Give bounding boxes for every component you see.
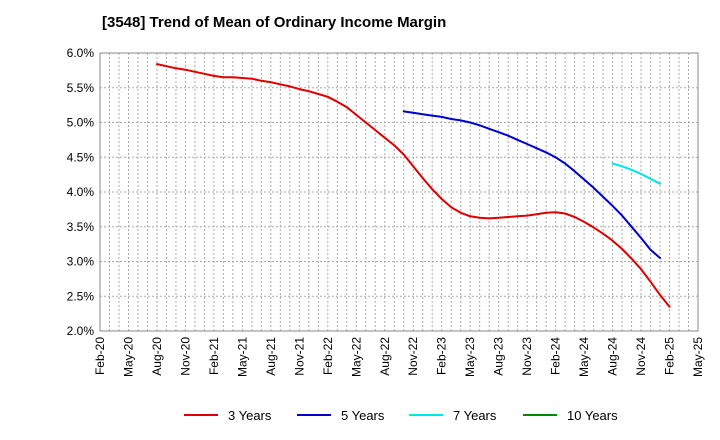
y-tick-label: 2.5% bbox=[67, 289, 95, 303]
legend-item: 7 Years bbox=[409, 405, 496, 425]
x-tick-label: Feb-25 bbox=[663, 337, 677, 375]
series-line-5-years bbox=[402, 110, 661, 259]
legend-label: 7 Years bbox=[453, 407, 497, 423]
x-tick-label: Nov-24 bbox=[634, 337, 648, 376]
x-tick-label: May-22 bbox=[349, 337, 363, 377]
y-tick-label: 2.0% bbox=[67, 324, 95, 338]
y-axis: 6.0% 5.5% 5.0% 4.5% 4.0% 3.5% 3.0% 2.5% 2.0% bbox=[67, 46, 95, 338]
x-tick-label: May-24 bbox=[577, 337, 591, 377]
x-tick-label: Nov-21 bbox=[292, 337, 306, 376]
legend-swatch bbox=[297, 414, 331, 416]
legend-swatch bbox=[184, 414, 218, 416]
y-tick-label: 3.0% bbox=[67, 255, 95, 269]
x-axis: Feb-20 May-20 Aug-20 Nov-20 Feb-21 May-21 Aug-… bbox=[93, 337, 705, 377]
x-tick-label: Feb-21 bbox=[207, 337, 221, 375]
y-tick-label: 5.0% bbox=[67, 116, 95, 130]
x-tick-label: Feb-24 bbox=[549, 337, 563, 375]
x-tick-label: Nov-20 bbox=[178, 337, 192, 376]
x-tick-label: Aug-22 bbox=[378, 337, 392, 376]
x-tick-label: Aug-23 bbox=[492, 337, 506, 376]
y-tick-label: 6.0% bbox=[67, 46, 95, 60]
legend-item: 10 Years bbox=[523, 405, 618, 425]
x-tick-label: Nov-23 bbox=[520, 337, 534, 376]
x-tick-label: Feb-22 bbox=[321, 337, 335, 375]
legend-label: 10 Years bbox=[567, 407, 618, 423]
x-tick-label: Aug-24 bbox=[606, 337, 620, 376]
legend-label: 3 Years bbox=[228, 407, 272, 423]
y-tick-label: 4.0% bbox=[67, 185, 95, 199]
legend-item: 3 Years bbox=[184, 405, 271, 425]
series-line-7-years bbox=[611, 162, 661, 185]
x-tick-label: Feb-20 bbox=[93, 337, 107, 375]
x-tick-label: May-21 bbox=[235, 337, 249, 377]
y-tick-label: 5.5% bbox=[67, 81, 95, 95]
legend-label: 5 Years bbox=[341, 407, 385, 423]
series-line-3-years bbox=[156, 63, 671, 308]
x-tick-label: Nov-22 bbox=[406, 337, 420, 376]
x-tick-label: May-25 bbox=[691, 337, 705, 377]
chart-title: [3548] Trend of Mean of Ordinary Income … bbox=[102, 14, 447, 31]
plot-border bbox=[99, 52, 699, 332]
x-tick-label: May-23 bbox=[463, 337, 477, 377]
x-tick-label: Feb-23 bbox=[435, 337, 449, 375]
x-tick-label: Aug-20 bbox=[150, 337, 164, 376]
y-tick-label: 4.5% bbox=[67, 150, 95, 164]
legend: 3 Years 5 Years 7 Years 10 Years bbox=[0, 405, 720, 425]
y-tick-label: 3.5% bbox=[67, 220, 95, 234]
legend-swatch bbox=[523, 414, 557, 416]
x-tick-label: Aug-21 bbox=[264, 337, 278, 376]
legend-swatch bbox=[409, 414, 443, 416]
legend-item: 5 Years bbox=[297, 405, 384, 425]
series-lines bbox=[156, 63, 671, 308]
x-tick-label: May-20 bbox=[121, 337, 135, 377]
